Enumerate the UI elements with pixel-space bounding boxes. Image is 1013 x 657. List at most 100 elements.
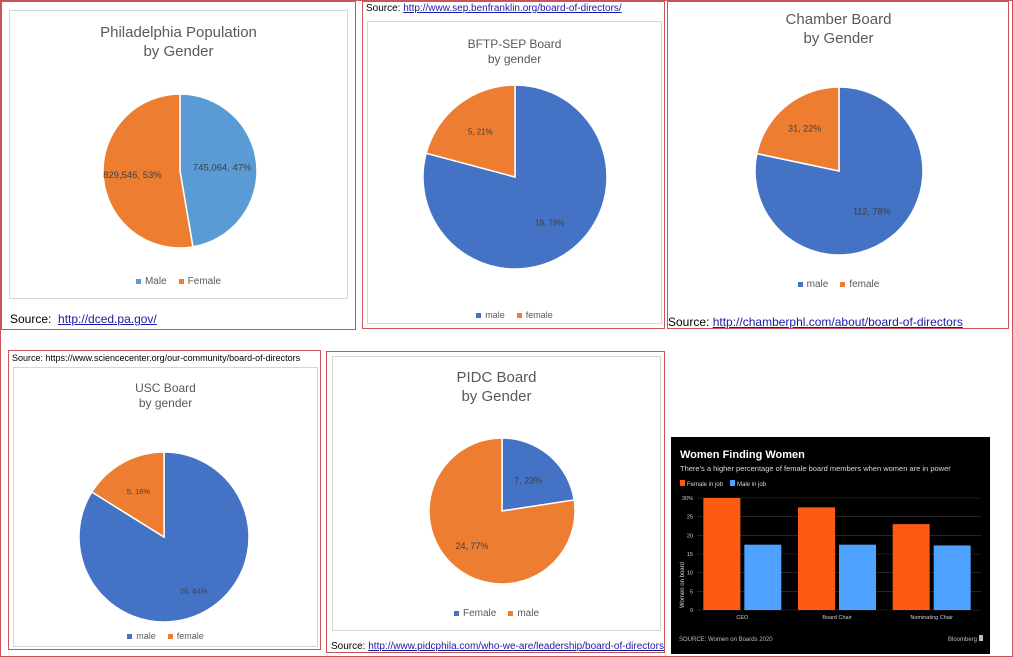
y-tick-label: 30% — [682, 496, 693, 502]
bftp-title: BFTP-SEP Board by gender — [368, 37, 661, 67]
bftp-data-label-female: 5, 21% — [468, 128, 493, 137]
pidc-panel: PIDC Board by Gender 7, 23% 24, 77% Femal… — [326, 351, 665, 653]
chamber-panel: Chamber Board by Gender 112, 78% 31, 22% … — [667, 1, 1009, 329]
y-tick-label: 25 — [687, 515, 693, 521]
y-tick-label: 10 — [687, 571, 693, 577]
philly-slice-male — [179, 93, 258, 248]
pidc-data-label-male: 24, 77% — [456, 541, 489, 551]
bftp-slice-female — [425, 84, 516, 178]
usc-source-text: Source: https://www.sciencecenter.org/ou… — [12, 353, 301, 363]
bftp-source: Source: http://www.sep.benfranklin.org/b… — [366, 3, 622, 14]
pidc-legend-swatch-female — [453, 610, 459, 616]
pidc-source: Source: http://www.pidcphila.com/who-we-… — [331, 641, 664, 652]
pidc-legend-swatch-male — [508, 610, 514, 616]
philly-pie: 745,064, 47% 829,546, 53% — [102, 93, 258, 249]
bftp-legend-item-male: male — [476, 310, 505, 320]
philly-data-label-male: 745,064, 47% — [193, 162, 252, 173]
philly-slice-female — [102, 93, 194, 249]
bftp-source-link[interactable]: http://www.sep.benfranklin.org/board-of-… — [403, 3, 622, 14]
philly-legend-label-male: Male — [144, 276, 167, 287]
chamber-chart-area: Chamber Board by Gender 112, 78% 31, 22% … — [669, 3, 1008, 302]
chamber-source-prefix: Source: — [668, 315, 710, 329]
pidc-data-label-female: 7, 23% — [514, 476, 542, 486]
bloomberg-title: Women Finding Women — [680, 449, 805, 461]
usc-data-label-female: 5, 16% — [127, 487, 151, 496]
pidc-slice-male — [428, 437, 576, 585]
usc-pie: 26, 84% 5, 16% — [78, 451, 250, 623]
philly-legend: Male Female — [10, 276, 347, 287]
chamber-legend-swatch-female — [840, 281, 846, 287]
chamber-data-label-male: 112, 78% — [853, 206, 890, 216]
pidc-title-line-2: by Gender — [461, 387, 532, 405]
philly-title-line-1: Philadelphia Population — [100, 24, 257, 41]
bftp-legend-swatch-female — [516, 313, 522, 319]
usc-legend: male female — [14, 631, 317, 641]
chamber-title-line-2: by Gender — [803, 29, 874, 47]
pidc-chart-area: PIDC Board by Gender 7, 23% 24, 77% Femal… — [332, 356, 661, 631]
usc-panel: Source: https://www.sciencecenter.org/ou… — [8, 350, 321, 650]
pidc-title: PIDC Board by Gender — [333, 369, 660, 407]
bar-nominating-chair-female — [892, 524, 930, 610]
bftp-title-line-2: by gender — [487, 52, 542, 66]
bar-nominating-chair-male — [933, 545, 971, 610]
y-tick-label: 5 — [690, 589, 693, 595]
bloomberg-source: SOURCE: Women on Boards 2020 — [679, 637, 773, 643]
philly-legend-swatch-male — [135, 278, 141, 284]
bar-ceo-male — [744, 544, 782, 610]
pidc-legend-label-male: male — [517, 608, 540, 619]
bftp-data-label-male: 19, 79% — [535, 218, 564, 227]
bftp-legend-swatch-male — [476, 313, 482, 319]
x-tick-label: CEO — [736, 615, 749, 621]
legend-swatch-male — [730, 480, 735, 486]
pidc-source-prefix: Source: — [331, 641, 366, 652]
chamber-pie: 112, 78% 31, 22% — [754, 86, 924, 256]
philly-source-prefix: Source: — [10, 312, 52, 326]
pidc-slice-female — [501, 437, 576, 512]
y-axis-label: Women on board — [680, 562, 686, 608]
usc-title-line-1: USC Board — [135, 381, 196, 395]
bftp-source-prefix: Source: — [366, 3, 401, 14]
y-tick-label: 0 — [690, 608, 693, 614]
bar-board-chair-female — [798, 507, 835, 610]
legend-label-female: Female in job — [687, 482, 724, 488]
bar-ceo-female — [703, 498, 741, 610]
bftp-slice-male — [422, 84, 608, 270]
chamber-legend-swatch-male — [797, 281, 803, 287]
bftp-legend: male female — [368, 310, 661, 320]
bloomberg-subtitle: There's a higher percentage of female bo… — [680, 464, 951, 473]
chamber-legend-label-male: male — [806, 279, 829, 290]
chamber-legend: male female — [669, 279, 1008, 290]
philly-source: Source: http://dced.pa.gov/ — [10, 312, 157, 326]
philly-legend-label-female: Female — [187, 276, 222, 287]
bftp-panel: Source: http://www.sep.benfranklin.org/b… — [362, 1, 665, 329]
pidc-legend-item-female: Female — [453, 608, 496, 619]
usc-legend-label-female: female — [176, 631, 204, 641]
legend-swatch-female — [680, 480, 685, 486]
chamber-source-link[interactable]: http://chamberphl.com/about/board-of-dir… — [712, 315, 963, 329]
usc-legend-item-female: female — [167, 631, 204, 641]
chamber-title: Chamber Board by Gender — [669, 11, 1008, 49]
y-tick-label: 15 — [687, 552, 693, 558]
usc-title-line-2: by gender — [138, 396, 193, 410]
x-tick-label: Nominating Chair — [910, 615, 953, 621]
pidc-source-link[interactable]: http://www.pidcphila.com/who-we-are/lead… — [368, 641, 664, 652]
bloomberg-chart: Women Finding Women There's a higher per… — [671, 437, 990, 654]
bftp-chart-area: BFTP-SEP Board by gender 19, 79% 5, 21% m… — [367, 21, 662, 324]
usc-title: USC Board by gender — [14, 381, 317, 411]
bloomberg-brand-icon — [979, 635, 983, 641]
pidc-pie: 7, 23% 24, 77% — [428, 437, 576, 585]
bloomberg-svg: Women Finding Women There's a higher per… — [679, 449, 983, 643]
philly-title-line-2: by Gender — [143, 42, 214, 60]
chamber-title-line-1: Chamber Board — [785, 11, 892, 28]
pidc-legend: Female male — [333, 608, 660, 619]
philly-legend-item-male: Male — [135, 276, 167, 287]
pidc-title-line-1: PIDC Board — [456, 369, 537, 386]
x-tick-label: Board Chair — [822, 615, 852, 621]
philly-source-link[interactable]: http://dced.pa.gov/ — [58, 312, 157, 326]
bftp-legend-label-male: male — [485, 310, 505, 320]
chamber-slice-female — [755, 86, 840, 172]
usc-source: Source: https://www.sciencecenter.org/ou… — [12, 353, 300, 363]
bftp-pie: 19, 79% 5, 21% — [422, 84, 608, 270]
philly-data-label-female: 829,546, 53% — [103, 170, 162, 181]
bftp-title-line-1: BFTP-SEP Board — [467, 37, 562, 51]
